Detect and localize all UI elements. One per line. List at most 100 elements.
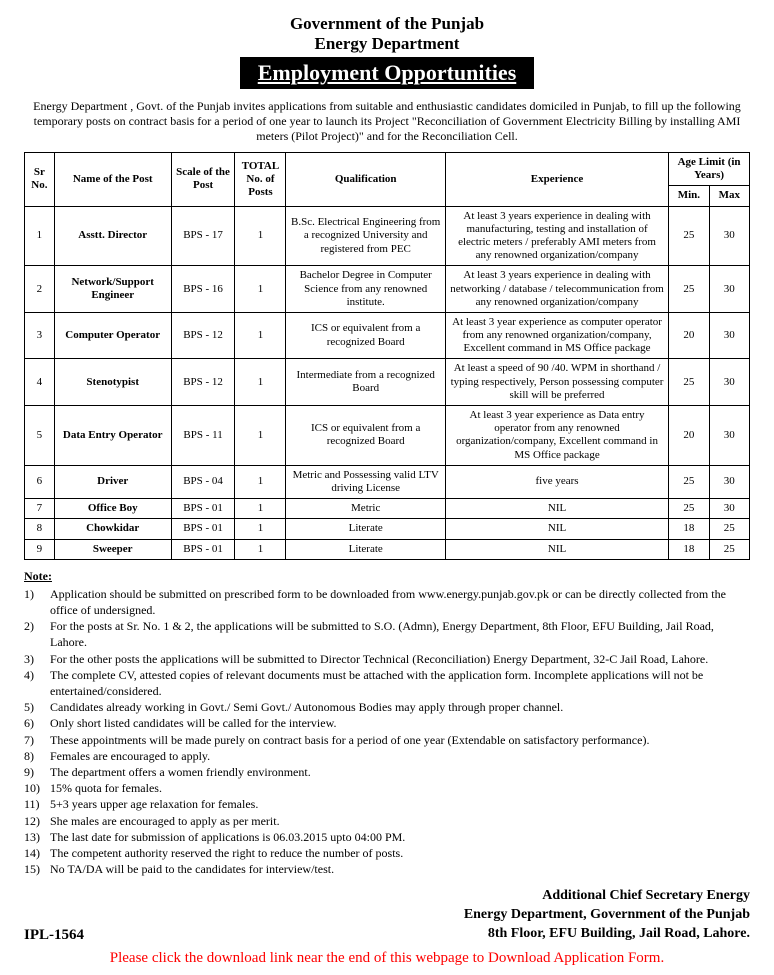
sig-title: Additional Chief Secretary Energy <box>464 887 750 906</box>
table-row: 7Office BoyBPS - 011MetricNIL2530 <box>25 499 750 519</box>
cell-name: Chowkidar <box>54 519 171 539</box>
note-item: 5)Candidates already working in Govt./ S… <box>24 699 750 715</box>
cell-scale: BPS - 16 <box>171 266 235 313</box>
cell-qual: Bachelor Degree in Computer Science from… <box>286 266 445 313</box>
note-text: Females are encouraged to apply. <box>50 748 750 764</box>
cell-sr: 6 <box>25 465 55 498</box>
footer-row: IPL-1564 Additional Chief Secretary Ener… <box>24 877 750 944</box>
cell-scale: BPS - 01 <box>171 539 235 559</box>
cell-name: Network/Support Engineer <box>54 266 171 313</box>
cell-min: 18 <box>669 519 709 539</box>
notes-section: Note: 1)Application should be submitted … <box>24 568 750 878</box>
th-total: TOTAL No. of Posts <box>235 153 286 207</box>
notes-heading: Note: <box>24 568 750 584</box>
note-number: 7) <box>24 732 50 748</box>
cell-sr: 8 <box>25 519 55 539</box>
th-age-min: Min. <box>669 186 709 206</box>
cell-max: 30 <box>709 499 749 519</box>
th-exp: Experience <box>445 153 668 207</box>
cell-total: 1 <box>235 539 286 559</box>
cell-max: 25 <box>709 519 749 539</box>
posts-table: Sr No. Name of the Post Scale of the Pos… <box>24 152 750 560</box>
cell-scale: BPS - 01 <box>171 519 235 539</box>
cell-min: 20 <box>669 312 709 359</box>
note-text: She males are encouraged to apply as per… <box>50 813 750 829</box>
note-number: 15) <box>24 861 50 877</box>
cell-name: Driver <box>54 465 171 498</box>
table-row: 2Network/Support EngineerBPS - 161Bachel… <box>25 266 750 313</box>
note-number: 5) <box>24 699 50 715</box>
note-text: The last date for submission of applicat… <box>50 829 750 845</box>
th-name: Name of the Post <box>54 153 171 207</box>
note-text: For the posts at Sr. No. 1 & 2, the appl… <box>50 618 750 650</box>
note-text: Candidates already working in Govt./ Sem… <box>50 699 750 715</box>
note-item: 2)For the posts at Sr. No. 1 & 2, the ap… <box>24 618 750 650</box>
cell-name: Sweeper <box>54 539 171 559</box>
signature-block: Additional Chief Secretary Energy Energy… <box>464 887 750 944</box>
note-item: 13)The last date for submission of appli… <box>24 829 750 845</box>
note-number: 13) <box>24 829 50 845</box>
note-item: 3)For the other posts the applications w… <box>24 651 750 667</box>
title-banner: Employment Opportunities <box>240 57 535 89</box>
cell-scale: BPS - 11 <box>171 406 235 466</box>
cell-total: 1 <box>235 465 286 498</box>
cell-total: 1 <box>235 206 286 266</box>
cell-qual: ICS or equivalent from a recognized Boar… <box>286 312 445 359</box>
cell-exp: At least 3 year experience as Data entry… <box>445 406 668 466</box>
cell-total: 1 <box>235 312 286 359</box>
cell-sr: 4 <box>25 359 55 406</box>
table-row: 6DriverBPS - 041Metric and Possessing va… <box>25 465 750 498</box>
cell-exp: NIL <box>445 539 668 559</box>
note-item: 7)These appointments will be made purely… <box>24 732 750 748</box>
cell-exp: At least 3 year experience as computer o… <box>445 312 668 359</box>
table-row: 3Computer OperatorBPS - 121ICS or equiva… <box>25 312 750 359</box>
cell-min: 25 <box>669 266 709 313</box>
cell-total: 1 <box>235 359 286 406</box>
note-item: 10)15% quota for females. <box>24 780 750 796</box>
cell-qual: B.Sc. Electrical Engineering from a reco… <box>286 206 445 266</box>
ipl-code: IPL-1564 <box>24 927 84 944</box>
table-row: 9SweeperBPS - 011LiterateNIL1825 <box>25 539 750 559</box>
note-number: 14) <box>24 845 50 861</box>
notes-list: 1)Application should be submitted on pre… <box>24 586 750 877</box>
note-text: 15% quota for females. <box>50 780 750 796</box>
cell-sr: 2 <box>25 266 55 313</box>
cell-exp: At least 3 years experience in dealing w… <box>445 206 668 266</box>
cell-total: 1 <box>235 266 286 313</box>
note-text: The competent authority reserved the rig… <box>50 845 750 861</box>
cell-name: Stenotypist <box>54 359 171 406</box>
cell-scale: BPS - 17 <box>171 206 235 266</box>
cell-name: Office Boy <box>54 499 171 519</box>
table-head: Sr No. Name of the Post Scale of the Pos… <box>25 153 750 207</box>
sig-line3: 8th Floor, EFU Building, Jail Road, Laho… <box>464 925 750 944</box>
table-row: 1Asstt. DirectorBPS - 171B.Sc. Electrica… <box>25 206 750 266</box>
th-scale: Scale of the Post <box>171 153 235 207</box>
note-number: 2) <box>24 618 50 650</box>
dept-name: Energy Department <box>24 34 750 54</box>
cell-name: Asstt. Director <box>54 206 171 266</box>
table-body: 1Asstt. DirectorBPS - 171B.Sc. Electrica… <box>25 206 750 559</box>
cell-exp: NIL <box>445 519 668 539</box>
note-item: 12)She males are encouraged to apply as … <box>24 813 750 829</box>
cell-sr: 1 <box>25 206 55 266</box>
cell-max: 30 <box>709 206 749 266</box>
cell-total: 1 <box>235 519 286 539</box>
note-number: 6) <box>24 715 50 731</box>
download-note: Please click the download link near the … <box>24 950 750 967</box>
cell-max: 30 <box>709 312 749 359</box>
cell-scale: BPS - 12 <box>171 359 235 406</box>
table-row: 8ChowkidarBPS - 011LiterateNIL1825 <box>25 519 750 539</box>
table-row: 5Data Entry OperatorBPS - 111ICS or equi… <box>25 406 750 466</box>
cell-name: Computer Operator <box>54 312 171 359</box>
cell-max: 25 <box>709 539 749 559</box>
cell-min: 25 <box>669 465 709 498</box>
table-row: 4StenotypistBPS - 121Intermediate from a… <box>25 359 750 406</box>
cell-min: 20 <box>669 406 709 466</box>
cell-name: Data Entry Operator <box>54 406 171 466</box>
note-item: 14)The competent authority reserved the … <box>24 845 750 861</box>
note-item: 6)Only short listed candidates will be c… <box>24 715 750 731</box>
note-text: Application should be submitted on presc… <box>50 586 750 618</box>
cell-exp: five years <box>445 465 668 498</box>
cell-max: 30 <box>709 406 749 466</box>
note-text: These appointments will be made purely o… <box>50 732 750 748</box>
